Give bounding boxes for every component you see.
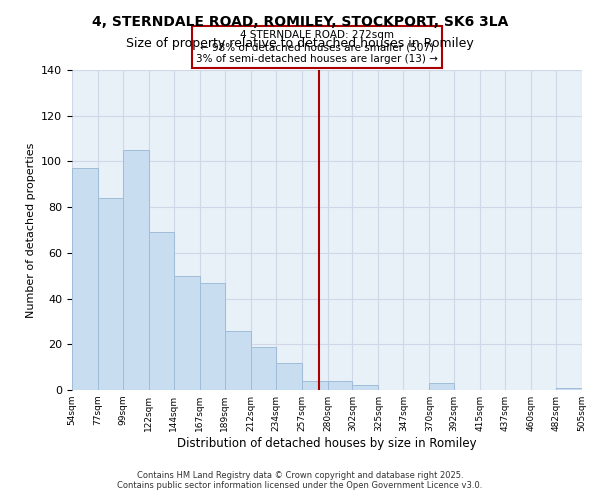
Bar <box>430 383 454 390</box>
Text: Size of property relative to detached houses in Romiley: Size of property relative to detached ho… <box>126 38 474 51</box>
Bar <box>224 330 251 390</box>
Bar <box>123 150 149 390</box>
Text: Contains HM Land Registry data © Crown copyright and database right 2025.
Contai: Contains HM Land Registry data © Crown c… <box>118 470 482 490</box>
Bar <box>149 232 174 390</box>
Bar <box>174 276 200 390</box>
Y-axis label: Number of detached properties: Number of detached properties <box>26 142 35 318</box>
X-axis label: Distribution of detached houses by size in Romiley: Distribution of detached houses by size … <box>177 437 477 450</box>
Bar <box>275 362 302 390</box>
Bar <box>200 282 224 390</box>
Bar <box>352 386 379 390</box>
Bar <box>72 168 98 390</box>
Bar <box>556 388 582 390</box>
Bar <box>251 346 275 390</box>
Bar <box>98 198 123 390</box>
Bar <box>328 381 352 390</box>
Text: 4, STERNDALE ROAD, ROMILEY, STOCKPORT, SK6 3LA: 4, STERNDALE ROAD, ROMILEY, STOCKPORT, S… <box>92 15 508 29</box>
Text: 4 STERNDALE ROAD: 272sqm
← 98% of detached houses are smaller (507)
3% of semi-d: 4 STERNDALE ROAD: 272sqm ← 98% of detach… <box>196 30 438 64</box>
Bar <box>302 381 328 390</box>
